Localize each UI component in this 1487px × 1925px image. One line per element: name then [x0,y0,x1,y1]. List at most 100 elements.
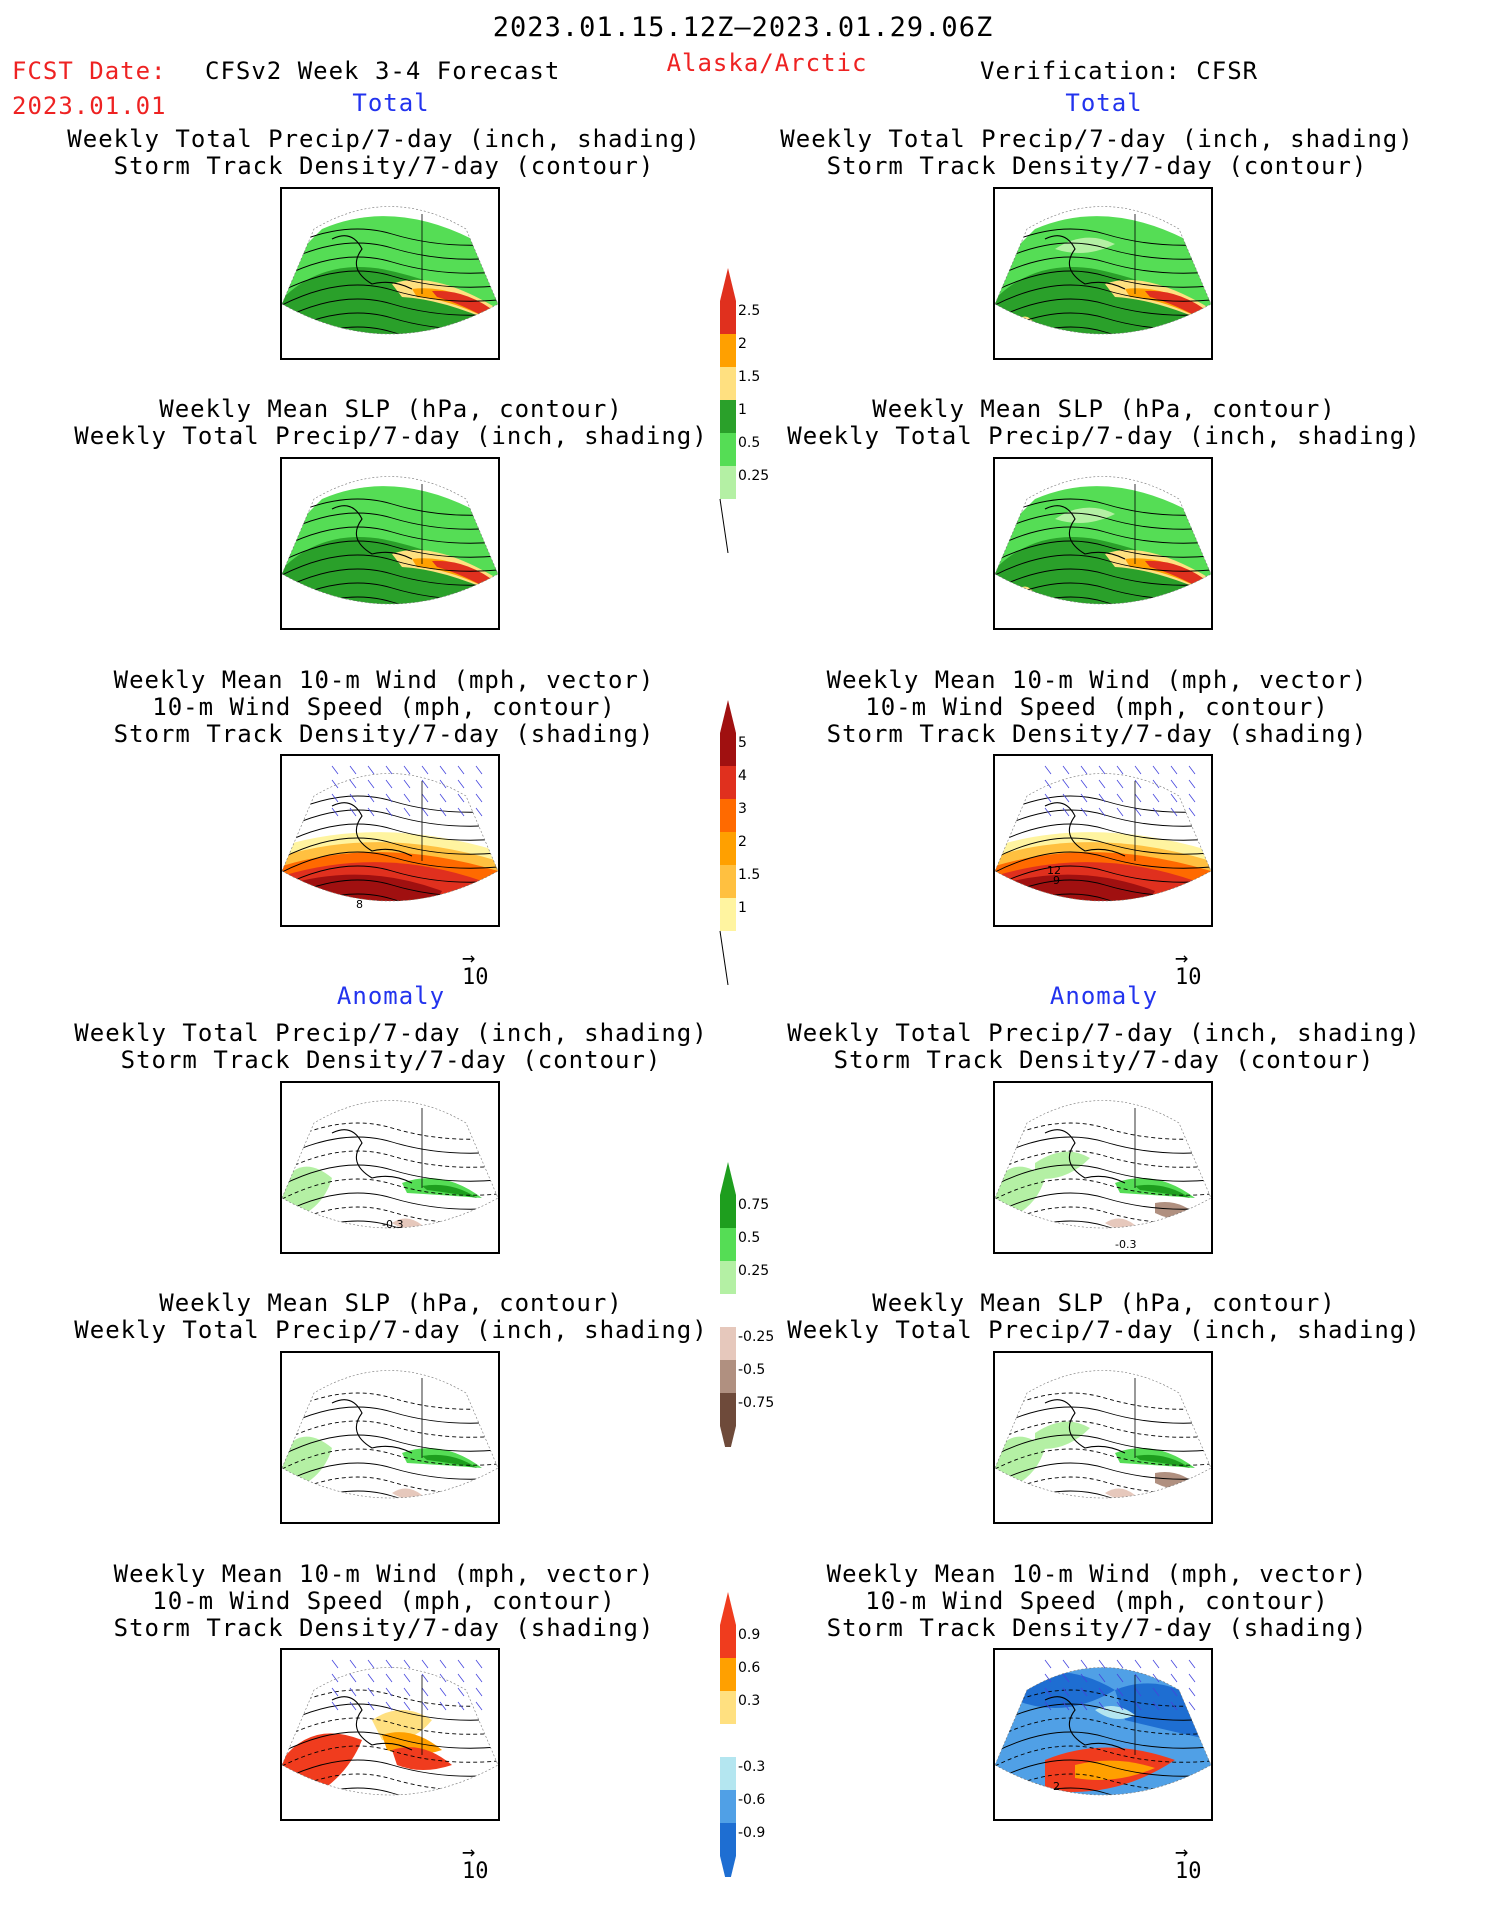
shading-region [1105,1488,1135,1498]
contour-line [995,526,1211,548]
wind-vector [1080,1701,1088,1711]
colorbar-segment [720,1228,736,1261]
contour-line [282,1731,498,1753]
wind-vector [421,1687,429,1697]
title-line: Weekly Mean 10-m Wind (mph, vector) [113,1560,655,1588]
colorbar-tick-label: 1 [738,402,747,418]
wind-vector [1134,1659,1142,1669]
wind-vector [1044,1659,1052,1669]
wind-vector [1134,765,1142,775]
wind-vector [457,1659,465,1669]
arrow-right-icon: → [1175,1840,1189,1865]
wind-vector [1080,1673,1088,1683]
map-cfsr-total-wind: 12 9 [993,754,1213,927]
title-cfsr-total-slp: Weekly Mean SLP (hPa, contour) Weekly To… [787,396,1420,450]
wind-vector [1134,779,1142,789]
wind-vector [1152,1673,1160,1683]
colorbar-segment [720,1691,736,1724]
wind-vector [367,1659,375,1669]
colorbar-segment [720,1261,736,1294]
wind-vector [385,765,393,775]
wind-vector [331,793,339,803]
colorbar-tick-label: -0.3 [738,1759,766,1775]
wind-vector [1188,793,1196,803]
wind-vector [1188,807,1196,817]
fcst-date-label: FCST Date: [12,57,167,85]
shading-region [995,321,1030,334]
contour-line [995,795,1211,817]
contour-line [282,242,498,264]
title-cfsr-anom-wind: Weekly Mean 10-m Wind (mph, vector) 10-m… [827,1561,1368,1642]
title-line: Storm Track Density/7-day (contour) [120,1046,662,1074]
wind-vector [457,765,465,775]
wind-vector [403,793,411,803]
wind-vector [385,1701,393,1711]
coastline [331,1399,413,1454]
map-cfsr-anom-precip: -0.3 [993,1081,1213,1254]
contour-line [282,1717,498,1739]
wind-vector [403,765,411,775]
contour-line [995,1220,1211,1228]
date-range-title: 2023.01.15.12Z–2023.01.29.06Z [492,12,994,43]
wind-vector [1188,1659,1196,1669]
contour-line [995,1448,1211,1470]
colorbar-tick-label: 0.25 [738,468,770,484]
title-line: 10-m Wind Speed (mph, contour) [152,1587,616,1615]
map-fill-layer [995,216,1211,334]
wind-vector [475,765,483,775]
contour-line [282,1420,498,1442]
colorbar-bottom-cap [719,930,729,986]
contour-line [995,1150,1211,1172]
map-fill-layer [282,832,498,901]
contour-line [282,270,498,292]
vector-ref-cfsr-anom: → 10 [1175,1840,1202,1884]
wind-vector [457,1673,465,1683]
wind-vector [1170,1673,1178,1683]
wind-vector [1116,1659,1124,1669]
wind-vector [1134,807,1142,817]
title-line: Storm Track Density/7-day (shading) [826,1614,1368,1642]
wind-vector [421,1701,429,1711]
coastline [1044,1399,1126,1454]
wind-vector [1044,807,1052,817]
contour-label: 2 [1053,1780,1060,1793]
wind-vector [439,1673,447,1683]
contour-line [995,1206,1211,1228]
wind-vector [349,1701,357,1711]
wind-vector [475,1659,483,1669]
wind-vector [1170,765,1178,775]
wind-vector [1080,1659,1088,1669]
map-svg: 129 [995,765,1211,902]
wind-vector [385,779,393,789]
contour-line [995,1406,1211,1428]
wind-vector [367,1687,375,1697]
colorbar-segment [720,367,736,400]
coastline [1044,505,1126,560]
title-line: Storm Track Density/7-day (contour) [113,152,655,180]
contour-line [995,1476,1211,1498]
shading-region [995,591,1030,604]
colorbar-segment [720,433,736,466]
contour-line [995,1717,1211,1739]
shading-region [1105,1218,1135,1228]
contour-line [282,1406,498,1428]
wind-vector [367,779,375,789]
vector-ref-fcst-anom: → 10 [462,1840,489,1884]
contour-line [282,851,498,873]
wind-vector [1134,793,1142,803]
map-cfsr-anom-slp [993,1351,1213,1524]
contour-line [282,1434,498,1456]
wind-vector [1170,1701,1178,1711]
map-svg [282,476,498,605]
contour-line [995,823,1211,845]
wind-vector [1134,1687,1142,1697]
wind-vector [385,1687,393,1697]
wind-vector [457,793,465,803]
contour-line [995,1420,1211,1442]
colorbar-storm-total: 5 4 3 2 1.5 1 [718,700,788,986]
shading-region [422,1184,477,1198]
contour-line [282,1122,498,1144]
contour-line [995,837,1211,859]
wind-vector [1062,1701,1070,1711]
colorbar-tick-label: 1 [738,900,747,916]
